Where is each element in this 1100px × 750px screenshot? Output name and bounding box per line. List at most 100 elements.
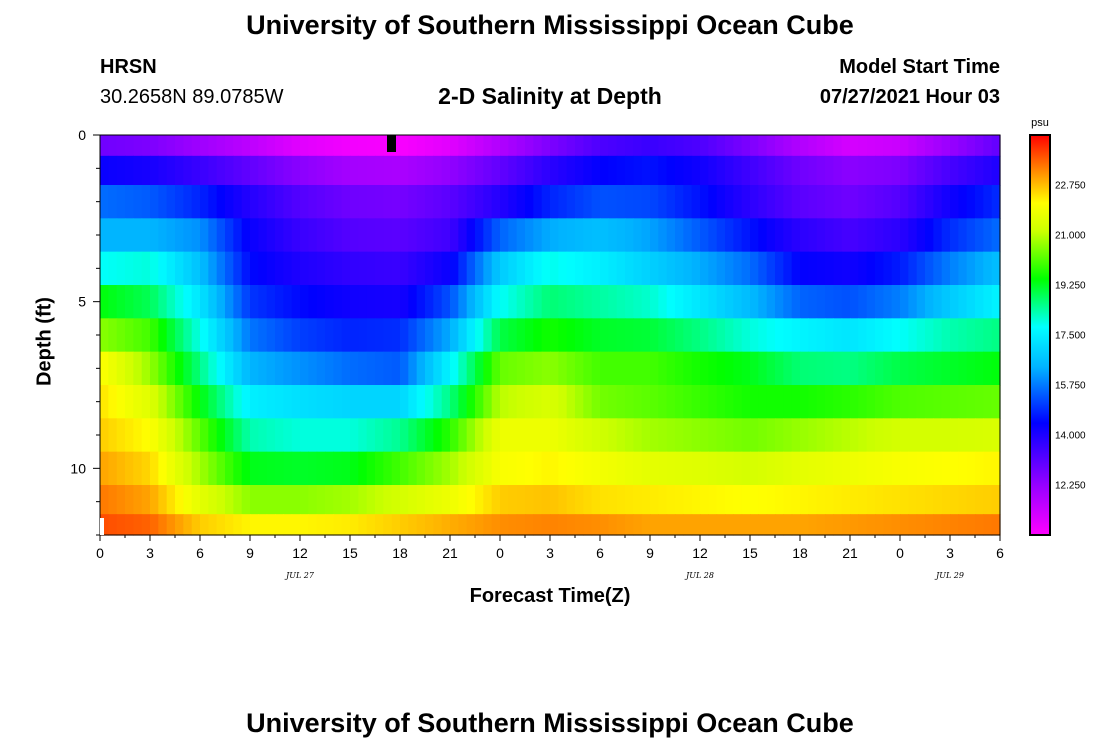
heat-cell	[341, 418, 351, 453]
heat-cell	[116, 351, 126, 386]
heat-cell	[225, 318, 234, 353]
heat-cell	[675, 135, 684, 157]
heat-cell	[408, 155, 418, 186]
heat-cell	[141, 485, 151, 515]
heat-cell	[350, 218, 359, 253]
heat-cell	[433, 251, 443, 286]
heat-cell	[616, 155, 626, 186]
heat-cell	[216, 135, 226, 157]
heat-cell	[133, 418, 143, 453]
heat-cell	[150, 185, 159, 219]
heat-cell	[933, 251, 943, 286]
heat-cell	[416, 418, 426, 453]
heat-cell	[308, 155, 318, 186]
heat-cell	[891, 318, 901, 353]
heat-cell	[266, 135, 276, 157]
heat-cell	[550, 485, 559, 515]
heat-cell	[683, 218, 693, 253]
heat-cell	[458, 318, 468, 353]
heat-cell	[758, 385, 768, 419]
heat-cell	[383, 451, 393, 486]
heat-cell	[575, 418, 584, 453]
heat-cell	[791, 251, 801, 286]
heat-cell	[883, 218, 893, 253]
heat-cell	[900, 514, 909, 536]
x-tick-label: 21	[842, 545, 858, 561]
heat-cell	[783, 418, 793, 453]
heat-cell	[250, 418, 259, 453]
heat-cell	[891, 135, 901, 157]
heat-cell	[533, 485, 543, 515]
heat-cell	[800, 385, 809, 419]
heat-cell	[833, 135, 843, 157]
heat-cell	[391, 318, 401, 353]
chart-title: 2-D Salinity at Depth	[438, 83, 662, 109]
heat-cell	[225, 351, 234, 386]
heat-cell	[783, 218, 793, 253]
station-coordinates: 30.2658N 89.0785W	[100, 86, 284, 108]
heat-cell	[400, 155, 409, 186]
heat-cell	[850, 485, 859, 515]
heat-cell	[175, 155, 184, 186]
heat-cell	[841, 451, 851, 486]
heat-cell	[575, 251, 584, 286]
heat-cell	[225, 251, 234, 286]
heat-cell	[925, 451, 934, 486]
heat-cell	[950, 485, 959, 515]
heat-cell	[516, 185, 526, 219]
heat-cell	[433, 418, 443, 453]
heat-cell	[175, 485, 184, 515]
heat-cell	[158, 251, 168, 286]
heat-cell	[300, 418, 309, 453]
heat-cell	[233, 385, 243, 419]
heat-cell	[925, 418, 934, 453]
heat-cell	[941, 485, 951, 515]
heat-cell	[391, 485, 401, 515]
heat-cell	[866, 251, 876, 286]
heat-cell	[650, 514, 659, 536]
heat-cell	[391, 451, 401, 486]
heat-cell	[658, 351, 668, 386]
heat-cell	[525, 351, 534, 386]
heat-cell	[483, 135, 493, 157]
heat-cell	[100, 385, 109, 419]
heat-cell	[808, 318, 818, 353]
heat-cell	[508, 514, 518, 536]
heat-cell	[341, 185, 351, 219]
heat-cell	[191, 318, 201, 353]
heat-cell	[633, 218, 643, 253]
heat-cell	[533, 251, 543, 286]
heat-cell	[441, 185, 451, 219]
heat-cell	[466, 155, 476, 186]
heat-cell	[500, 514, 509, 536]
heat-cell	[750, 135, 759, 157]
heat-cell	[533, 418, 543, 453]
heat-cell	[308, 251, 318, 286]
heat-cell	[791, 385, 801, 419]
heat-cell	[375, 451, 384, 486]
heat-cell	[400, 385, 409, 419]
heat-cell	[883, 351, 893, 386]
heat-cell	[541, 251, 551, 286]
heat-cell	[733, 285, 743, 319]
heat-cell	[933, 185, 943, 219]
heat-cell	[133, 351, 143, 386]
heat-cell	[450, 155, 459, 186]
heat-cell	[500, 318, 509, 353]
heat-cell	[250, 251, 259, 286]
heat-cell	[908, 418, 918, 453]
heat-cell	[166, 218, 176, 253]
heat-cell	[958, 218, 968, 253]
heat-cell	[958, 285, 968, 319]
heat-cell	[975, 251, 984, 286]
heat-cell	[183, 185, 193, 219]
heat-cell	[425, 351, 434, 386]
heat-cell	[133, 385, 143, 419]
heat-cell	[675, 514, 684, 536]
heat-cell	[691, 155, 701, 186]
heat-cell	[558, 318, 568, 353]
heat-cell	[508, 418, 518, 453]
heat-cell	[100, 451, 109, 486]
heat-cell	[441, 218, 451, 253]
heat-cell	[808, 251, 818, 286]
